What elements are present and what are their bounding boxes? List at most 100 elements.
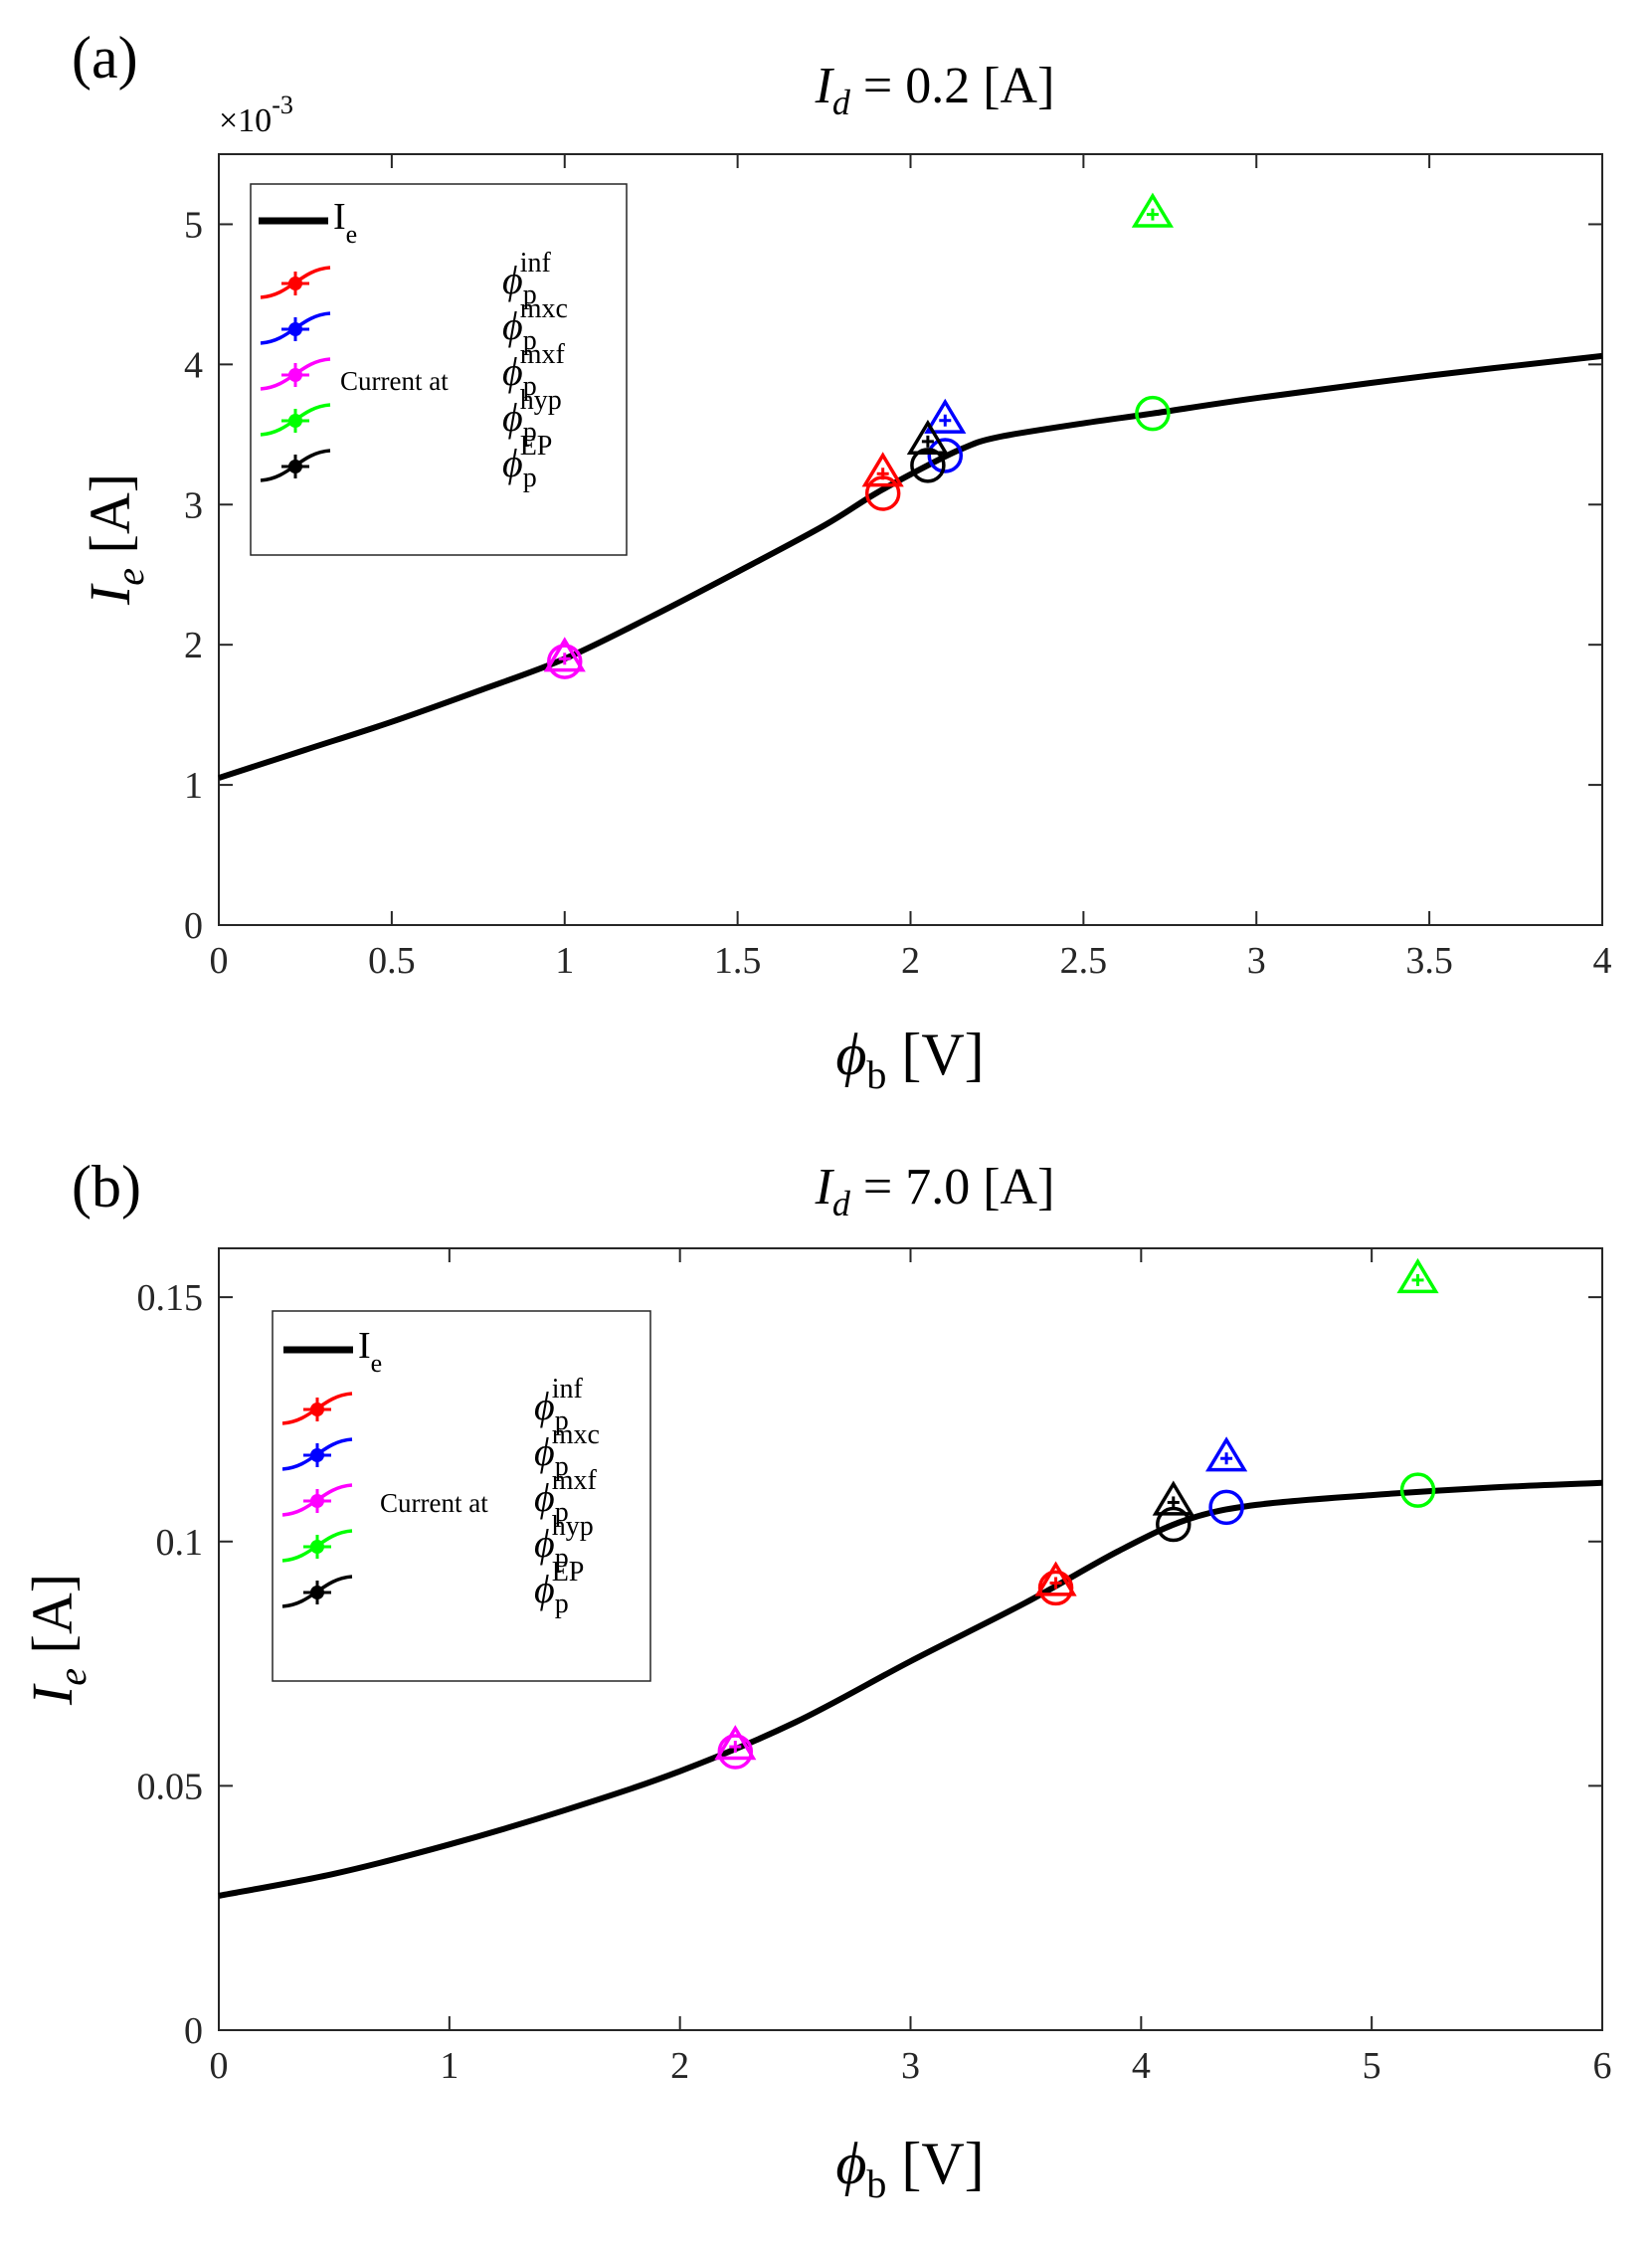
legend-label-ie-b: Ie xyxy=(358,1325,382,1378)
x-axis-label-a: ϕb [V] xyxy=(835,1022,984,1097)
ie-curve xyxy=(218,1479,1603,1899)
legend-phi: ϕ xyxy=(534,1384,555,1428)
marker-circle-mxc xyxy=(927,438,964,473)
marker-triangle-mxf xyxy=(714,1725,757,1761)
legend-sup: mxc xyxy=(520,293,568,324)
x-tick-labels-a: 0 0.5 1 1.5 2 2.5 3 3.5 4 xyxy=(210,940,1612,982)
y-axis-label-a: Ie [A] xyxy=(78,473,152,606)
markers-group-a xyxy=(543,192,1175,679)
legend-sup: mxc xyxy=(552,1419,600,1450)
legend-sup: hyp xyxy=(552,1511,594,1542)
y-tick-label: 0.05 xyxy=(137,1766,204,1807)
panel-label-a: (a) xyxy=(72,25,138,91)
legend-sup: hyp xyxy=(520,385,562,416)
legend-sub: p xyxy=(555,1589,569,1619)
legend-sup: EP xyxy=(552,1557,585,1588)
legend-sample-dot-mxc xyxy=(310,1448,324,1462)
x-tick-label: 1 xyxy=(440,2045,459,2087)
x-axis-label-b: ϕb [V] xyxy=(835,2131,984,2206)
x-tick-label: 1.5 xyxy=(714,940,762,982)
legend-phi: ϕ xyxy=(502,258,523,302)
x-tick-label: 0 xyxy=(210,2045,229,2087)
y-tick-label: 0.15 xyxy=(137,1277,204,1319)
marker-triangle-inf xyxy=(1034,1561,1077,1596)
legend-label-hyp: ϕphyp xyxy=(534,1511,594,1574)
legend-sample-dot-inf xyxy=(288,277,302,290)
y-tick-labels-b: 0 0.05 0.1 0.15 xyxy=(137,1277,204,2052)
marker-circle-hyp xyxy=(1399,1472,1436,1508)
y-tick-label: 5 xyxy=(184,204,203,246)
legend-phi: ϕ xyxy=(502,349,523,394)
legend-sub: p xyxy=(555,1451,569,1482)
marker-triangle-mxc xyxy=(924,398,967,434)
legend-sub: p xyxy=(523,463,537,493)
legend-sample-dot-mxf xyxy=(310,1494,324,1508)
legend-sup: inf xyxy=(520,248,552,279)
marker-circle-mxf xyxy=(547,644,583,679)
legend-phi: ϕ xyxy=(534,1567,555,1611)
y-tick-label: 0.1 xyxy=(156,1522,204,1564)
x-tick-label: 3 xyxy=(901,2045,920,2087)
curve-group-b xyxy=(218,1479,1603,1899)
marker-circle-ep xyxy=(910,448,946,483)
x-tick-label: 3.5 xyxy=(1405,940,1453,982)
legend-phi: ϕ xyxy=(502,441,523,485)
y-tick-label: 1 xyxy=(184,765,203,807)
legend-sub: p xyxy=(523,325,537,356)
panel-b: (b) Id = 7.0 [A] 0 1 2 3 4 5 6 0 0.05 0.1 0.15 Ie… xyxy=(20,1154,1612,2206)
panel-a: (a) Id = 0.2 [A] ×10-3 0 0.5 1 1.5 2 2.5 3 3.5 4… xyxy=(72,25,1612,1097)
marker-circle-ep xyxy=(1156,1506,1192,1543)
legend-sub: p xyxy=(523,371,537,402)
legend-phi: ϕ xyxy=(502,303,523,348)
curve-group-a xyxy=(218,352,1603,781)
chart-title-b: Id = 7.0 [A] xyxy=(815,1159,1055,1223)
legend-sup: EP xyxy=(520,431,553,462)
legend-phi: ϕ xyxy=(534,1475,555,1520)
legend-sup: mxf xyxy=(552,1465,598,1496)
legend-label-inf: ϕpinf xyxy=(534,1374,583,1436)
marker-triangle-mxf xyxy=(543,637,586,672)
x-tick-labels-b: 0 1 2 3 4 5 6 xyxy=(210,2045,1612,2087)
ie-curve xyxy=(218,352,1603,781)
marker-triangle-mxc xyxy=(1205,1436,1248,1472)
legend-label-mxc: ϕpmxc xyxy=(534,1419,600,1482)
x-tick-label: 6 xyxy=(1593,2045,1612,2087)
exponent-label-a: ×10-3 xyxy=(219,91,293,139)
legend-sample-dot-mxc xyxy=(288,322,302,336)
x-tick-label: 5 xyxy=(1363,2045,1381,2087)
legend-label-ie-a: Ie xyxy=(333,196,357,249)
y-tick-labels-a: 0 1 2 3 4 5 xyxy=(184,204,203,947)
y-tick-label: 2 xyxy=(184,625,203,666)
y-axis-label-b: Ie [A] xyxy=(20,1574,94,1706)
x-tick-label: 0 xyxy=(210,940,229,982)
legend-box-a xyxy=(250,183,628,556)
y-tick-label: 3 xyxy=(184,484,203,526)
y-tick-label: 0 xyxy=(184,2010,203,2052)
legend-sample-dot-hyp xyxy=(310,1540,324,1554)
chart-title-a: Id = 0.2 [A] xyxy=(815,58,1055,122)
legend-sup: mxf xyxy=(520,339,566,370)
x-tick-label: 4 xyxy=(1132,2045,1151,2087)
legend-sub: p xyxy=(523,280,537,310)
marker-triangle-ep xyxy=(1152,1480,1194,1516)
x-tick-label: 2 xyxy=(670,2045,689,2087)
legend-sample-dot-inf xyxy=(310,1403,324,1416)
panel-label-b: (b) xyxy=(72,1154,141,1219)
markers-group-b xyxy=(714,1257,1439,1770)
legend-phi: ϕ xyxy=(534,1521,555,1566)
legend-label-ep: ϕpEP xyxy=(502,431,552,493)
x-tick-label: 2 xyxy=(901,940,920,982)
y-tick-label: 4 xyxy=(184,344,203,386)
legend-sample-dot-ep xyxy=(288,460,302,473)
marker-circle-hyp xyxy=(1135,395,1171,432)
legend-phi: ϕ xyxy=(502,395,523,440)
legend-label-mxf: ϕpmxf xyxy=(534,1465,597,1528)
axis-ticks-a xyxy=(218,154,1603,926)
marker-triangle-ep xyxy=(906,419,949,456)
legend-label-hyp: ϕphyp xyxy=(502,385,562,448)
legend-current-at-a: Current at xyxy=(340,366,449,396)
x-tick-label: 3 xyxy=(1247,940,1266,982)
